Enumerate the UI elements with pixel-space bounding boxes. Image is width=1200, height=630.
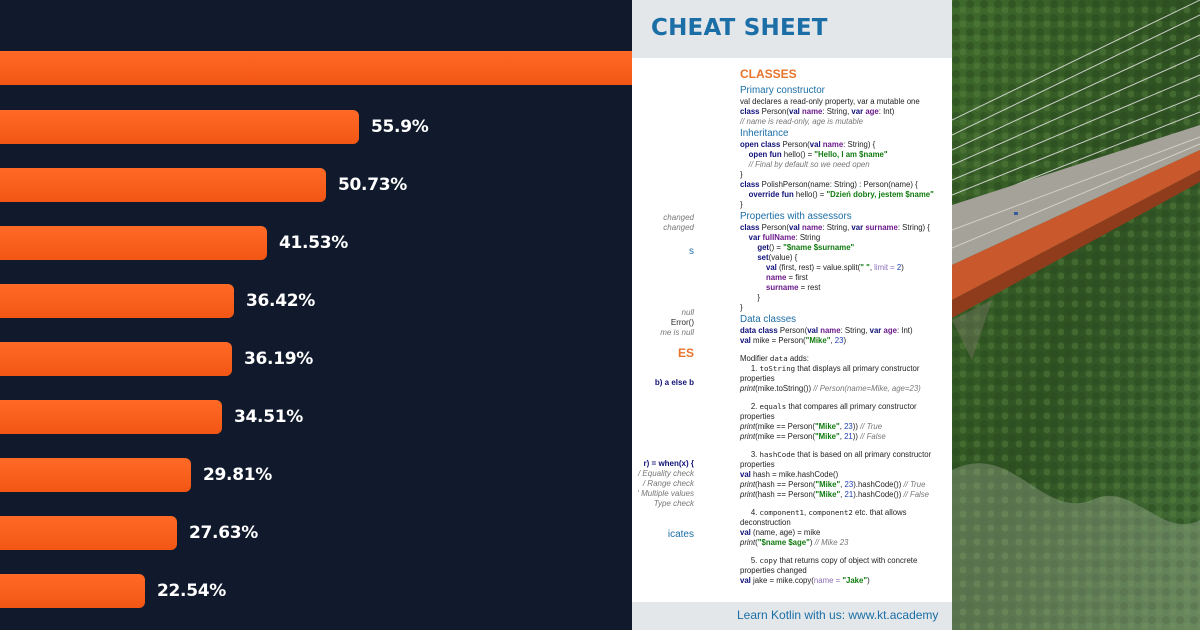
code-line: class Person(val name: String, var surna… (740, 223, 930, 232)
list-item: 5. copy that returns copy of object with… (740, 556, 918, 575)
code-line: data class Person(val name: String, var … (740, 326, 913, 335)
bar-value-label: 22.54% (157, 581, 227, 601)
bar-value-label: 34.51% (234, 407, 304, 427)
code-line: class Person(val name: String, var age: … (740, 107, 895, 116)
fragment: Error() (670, 318, 694, 327)
code-line: var fullName: String (740, 233, 821, 242)
fragment: ES (677, 346, 694, 360)
cheat-sheet-panel: CHEAT SHEET changed changed s null Error… (632, 0, 952, 630)
code-line: print("$name $age") // Mike 23 (740, 538, 849, 547)
cheat-sheet-footer: Learn Kotlin with us: www.kt.academy (632, 602, 952, 630)
rock-cliff (952, 300, 992, 360)
code-line: val hash = mike.hashCode() (740, 470, 839, 479)
code-line: name = first (740, 273, 808, 282)
bar-value-label: 55.9% (371, 117, 429, 137)
bar-value-label: 27.63% (189, 523, 259, 543)
fragment: changed (663, 223, 694, 232)
code-line: val mike = Person("Mike", 23) (740, 336, 847, 345)
forest-texture (952, 0, 1200, 630)
code-line: } (740, 293, 760, 302)
bar-value-label: 36.19% (244, 349, 314, 369)
fragment: ' Multiple values (637, 489, 694, 498)
code-line: val (name, age) = mike (740, 528, 821, 537)
bar-8 (0, 458, 191, 492)
fragment: me is null (660, 328, 694, 337)
bridge-photo-illustration (952, 0, 1200, 630)
code-line: set(value) { (740, 253, 798, 262)
fragment: null (681, 308, 694, 317)
fragment: / Equality check (637, 469, 694, 478)
subsection-heading: Properties with assessors (740, 211, 852, 222)
bar-value-label: 29.81% (203, 465, 273, 485)
cheat-sheet-title: CHEAT SHEET (651, 15, 828, 41)
subsection-heading: Inheritance (740, 128, 789, 139)
code-line: print(hash == Person("Mike", 21).hashCod… (740, 490, 930, 499)
footer-link-text[interactable]: Learn Kotlin with us: www.kt.academy (737, 608, 939, 622)
bar-value-label: 41.53% (279, 233, 349, 253)
fragment: Type check (653, 499, 694, 508)
deck-lane-lines (952, 136, 1200, 249)
code-line: override fun hello() = "Dzień dobry, jes… (740, 190, 934, 199)
bar-7 (0, 400, 222, 434)
code-line: } (740, 200, 743, 209)
list-item: 4. component1, component2 etc. that allo… (740, 508, 907, 527)
code-line: open fun hello() = "Hello, I am $name" (740, 150, 888, 159)
text-line: Modifier data adds: (740, 354, 809, 363)
vehicle (1014, 212, 1018, 215)
bar-value-label: 50.73% (338, 175, 408, 195)
code-comment: // Final by default so we need open (740, 160, 870, 169)
fragment: s (689, 246, 694, 257)
bar-3 (0, 168, 326, 202)
classes-section: CLASSES Primary constructor val declares… (740, 66, 948, 586)
bar-5 (0, 284, 234, 318)
mist-area (952, 463, 1200, 630)
code-line: print(mike == Person("Mike", 23)) // Tru… (740, 422, 883, 431)
bar-10 (0, 574, 145, 608)
fragment: icates (667, 529, 694, 540)
bar-value-label: 36.42% (246, 291, 316, 311)
fragment: r) = when(x) { (643, 459, 694, 468)
code-line: print(mike.toString()) // Person(name=Mi… (740, 384, 921, 393)
subsection-heading: Primary constructor (740, 85, 825, 96)
bar-1 (0, 51, 632, 85)
code-line: surname = rest (740, 283, 821, 292)
list-item: 2. equals that compares all primary cons… (740, 402, 917, 421)
code-line: print(mike == Person("Mike", 21)) // Fal… (740, 432, 886, 441)
cut-off-column: changed changed s null Error() me is nul… (632, 0, 702, 630)
code-line: open class Person(val name: String) { (740, 140, 876, 149)
bridge-deck-edge (952, 150, 1200, 300)
section-heading: CLASSES (740, 67, 797, 81)
code-line: val declares a read-only property, var a… (740, 97, 920, 106)
bar-chart-panel: 55.9% 50.73% 41.53% 36.42% 36.19% 34.51% 29.81… (0, 51, 632, 608)
bar-2 (0, 110, 359, 144)
code-line: get() = "$name $surname" (740, 243, 855, 252)
code-line: val (first, rest) = value.split(" ", lim… (740, 263, 904, 272)
fragment: changed (663, 213, 694, 222)
cheat-sheet-header: CHEAT SHEET (632, 0, 952, 58)
list-item: 1. toString that displays all primary co… (740, 364, 920, 383)
code-line: val jake = mike.copy(name = "Jake") (740, 576, 870, 585)
code-line: } (740, 303, 743, 312)
code-line: } (740, 170, 743, 179)
fragment: b) a else b (654, 378, 694, 387)
bar-6 (0, 342, 232, 376)
code-line: class PolishPerson(name: String) : Perso… (740, 180, 918, 189)
bridge-aerial-photo (952, 0, 1200, 630)
bridge-girder (952, 170, 1200, 318)
bar-9 (0, 516, 177, 550)
code-comment: // name is read-only, age is mutable (740, 117, 863, 126)
fragment: / Range check (642, 479, 694, 488)
subsection-heading: Data classes (740, 314, 797, 325)
list-item: 3. hashCode that is based on all primary… (740, 450, 932, 469)
bar-4 (0, 226, 267, 260)
code-line: print(hash == Person("Mike", 23).hashCod… (740, 480, 926, 489)
